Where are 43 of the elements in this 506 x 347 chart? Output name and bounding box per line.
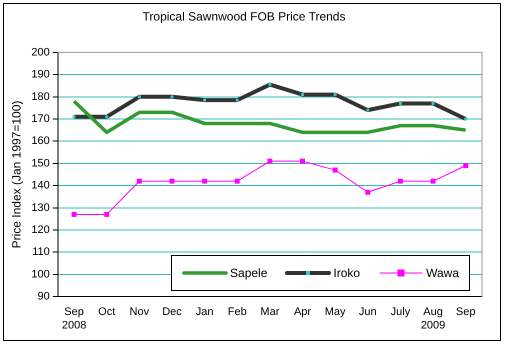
point xyxy=(104,212,110,217)
x-tick-label: Feb xyxy=(228,306,247,318)
y-tick-label: 130 xyxy=(31,202,50,214)
x-tick-label: Oct xyxy=(98,306,116,318)
point xyxy=(463,163,468,168)
legend-label: Sapele xyxy=(230,266,268,280)
x-tick-label: Jan xyxy=(196,306,214,318)
x-tick-label: May xyxy=(324,306,346,318)
y-tick-label: 180 xyxy=(31,90,50,103)
y-tick-label: 100 xyxy=(31,268,50,280)
chart-title: Tropical Sawnwood FOB Price Trends xyxy=(142,10,346,24)
point xyxy=(234,178,240,184)
y-tick-label: 170 xyxy=(31,113,50,126)
point xyxy=(202,178,208,184)
y-axis-title: Price Index (Jan 1997=100) xyxy=(10,100,24,248)
y-tick-label: 120 xyxy=(31,224,50,236)
x-tick-label: July xyxy=(390,306,411,318)
x-tick-label: Sep 2008 xyxy=(62,306,86,332)
x-tick-label: Nov xyxy=(130,306,150,318)
y-tick-label: 160 xyxy=(31,135,50,148)
point xyxy=(267,158,272,164)
x-tick-label: Apr xyxy=(294,306,312,318)
y-tick-label: 200 xyxy=(31,46,50,58)
point xyxy=(170,178,174,184)
x-tick-label: Mar xyxy=(260,306,280,318)
legend-label: Iroko xyxy=(333,266,360,280)
x-tick-label: Aug 2009 xyxy=(420,306,446,332)
point xyxy=(136,178,142,184)
y-tick-label: 150 xyxy=(31,157,50,170)
legend-label: Wawa xyxy=(426,266,459,280)
point xyxy=(300,158,305,164)
y-tick-label: 90 xyxy=(38,290,50,303)
point xyxy=(72,212,77,217)
point xyxy=(398,178,403,184)
y-tick-label: 110 xyxy=(32,246,50,258)
point xyxy=(332,168,338,173)
y-tick-label: 190 xyxy=(31,68,50,81)
point xyxy=(365,190,370,195)
x-tick-label: Sep xyxy=(456,306,476,318)
point xyxy=(430,178,436,184)
x-tick-label: Dec xyxy=(162,306,182,318)
x-tick-label: Jun xyxy=(358,306,377,318)
y-tick-label: 140 xyxy=(31,180,50,192)
